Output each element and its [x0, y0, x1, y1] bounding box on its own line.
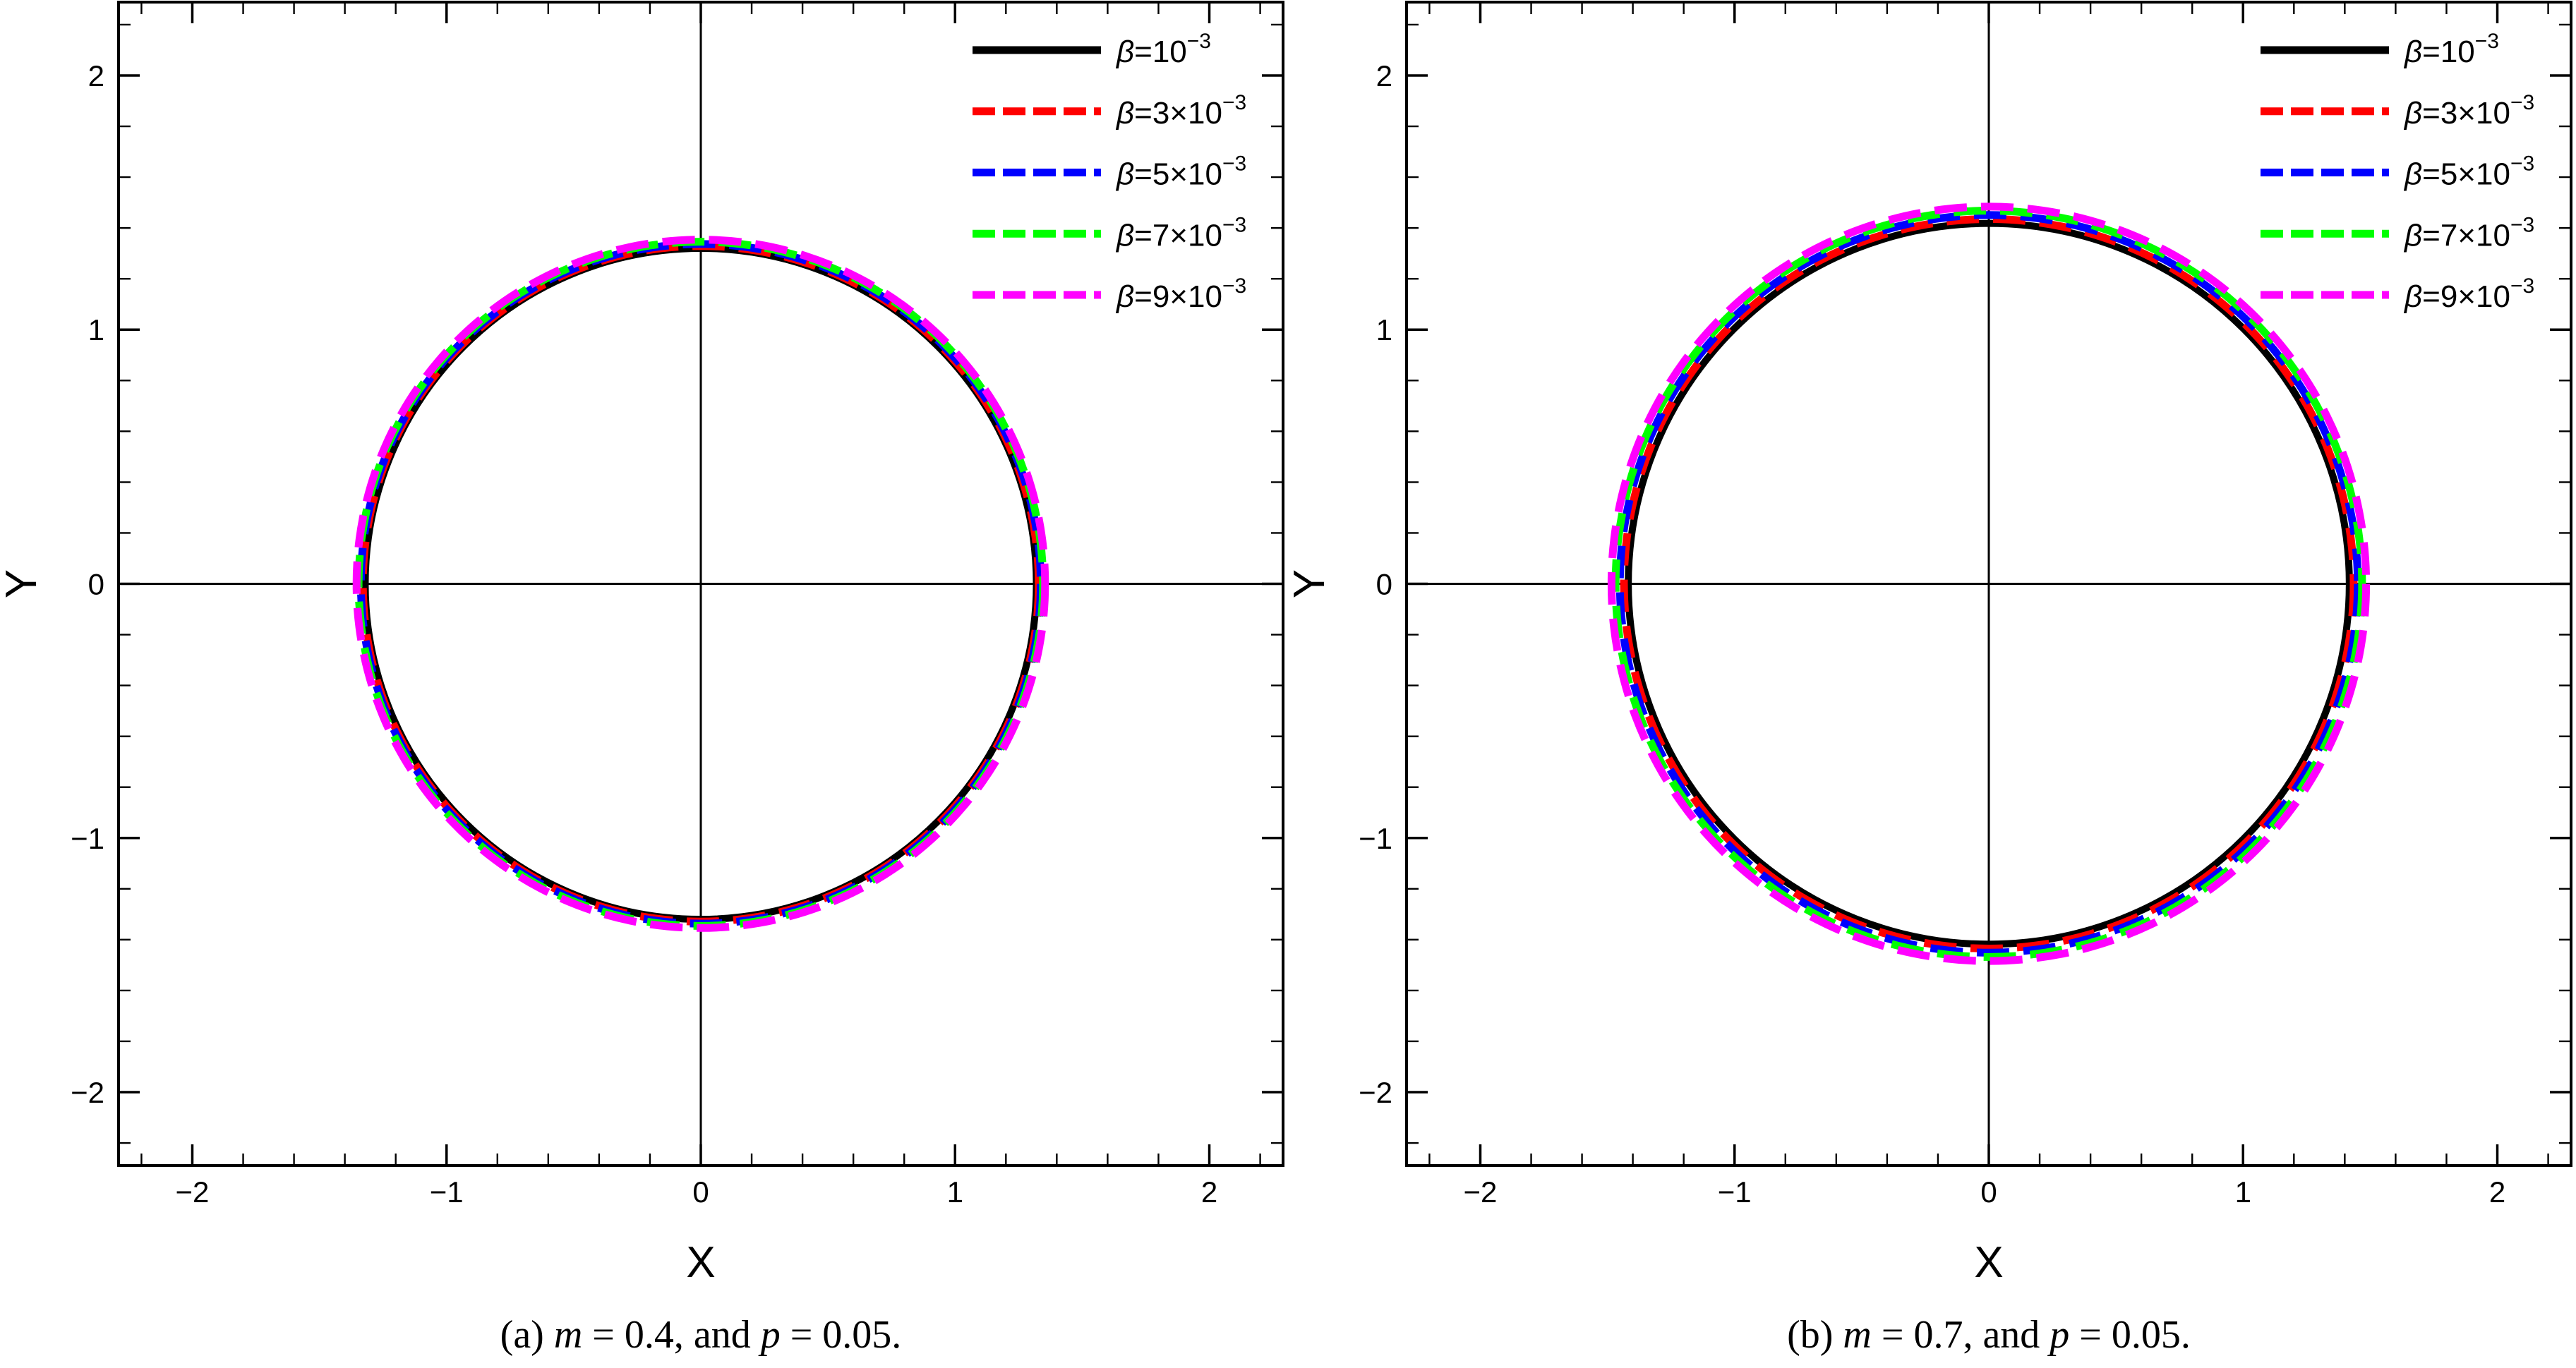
legend-label: β=5×10−3 [2403, 152, 2534, 192]
series-circle [1620, 215, 2358, 952]
y-tick-label: 1 [88, 313, 104, 346]
y-tick-label: 1 [1376, 313, 1392, 346]
series-circle [1625, 219, 2353, 948]
x-tick-label: −2 [176, 1175, 210, 1209]
y-tick-label: 2 [1376, 59, 1392, 92]
y-tick-label: −1 [1359, 822, 1392, 855]
x-tick-label: −2 [1464, 1175, 1498, 1209]
x-axis-label: X [686, 1238, 715, 1287]
legend-label: β=7×10−3 [1115, 213, 1246, 253]
panel-caption: (a) m = 0.4, and p = 0.05. [500, 1313, 902, 1357]
panel-b: −2 −1 0 1 2210−1−2XYβ=10−3β=3×10−3β=5×10−3β=… [1285, 1, 2572, 1357]
series-circle [1607, 202, 2371, 965]
y-axis-label: Y [1285, 569, 1334, 598]
series-circle [1615, 211, 2362, 957]
x-tick-label: 2 [1201, 1175, 1217, 1209]
x-tick-label: 1 [2235, 1175, 2251, 1209]
series-circle [1611, 207, 2366, 961]
legend: β=10−3 β=3×10−3 β=5×10−3 β=7×10−3 β=9×10−3 [973, 30, 1246, 314]
x-tick-label: 0 [1980, 1175, 1997, 1209]
legend-label: β=9×10−3 [1115, 274, 1246, 314]
y-axis-label: Y [0, 569, 46, 598]
x-axis-label: X [1974, 1238, 2003, 1287]
x-tick-label: 0 [692, 1175, 709, 1209]
x-tick-label: 2 [2489, 1175, 2505, 1209]
legend: β=10−3 β=3×10−3 β=5×10−3 β=7×10−3 β=9×10−3 [2261, 30, 2534, 314]
y-tick-label: −2 [1359, 1076, 1392, 1109]
legend-label: β=9×10−3 [2403, 274, 2534, 314]
panel-a: −2 −1 0 1 2210−1−2XYβ=10−3β=3×10−3β=5×10−3β=… [0, 1, 1284, 1357]
y-tick-label: 2 [88, 59, 104, 92]
x-tick-label: 1 [947, 1175, 963, 1209]
y-tick-label: 0 [1376, 568, 1392, 601]
legend-label: β=7×10−3 [2403, 213, 2534, 253]
x-tick-label: −1 [430, 1175, 464, 1209]
x-tick-label: −1 [1718, 1175, 1752, 1209]
legend-label: β=5×10−3 [1115, 152, 1246, 192]
y-tick-label: 0 [88, 568, 104, 601]
legend-label: β=10−3 [1115, 30, 1211, 69]
panel-caption: (b) m = 0.7, and p = 0.05. [1787, 1313, 2191, 1357]
y-tick-label: −1 [71, 822, 104, 855]
series-circle [352, 236, 1049, 932]
legend-label: β=3×10−3 [1115, 91, 1246, 131]
legend-label: β=10−3 [2403, 30, 2499, 69]
y-tick-label: −2 [71, 1076, 104, 1109]
legend-label: β=3×10−3 [2403, 91, 2534, 131]
